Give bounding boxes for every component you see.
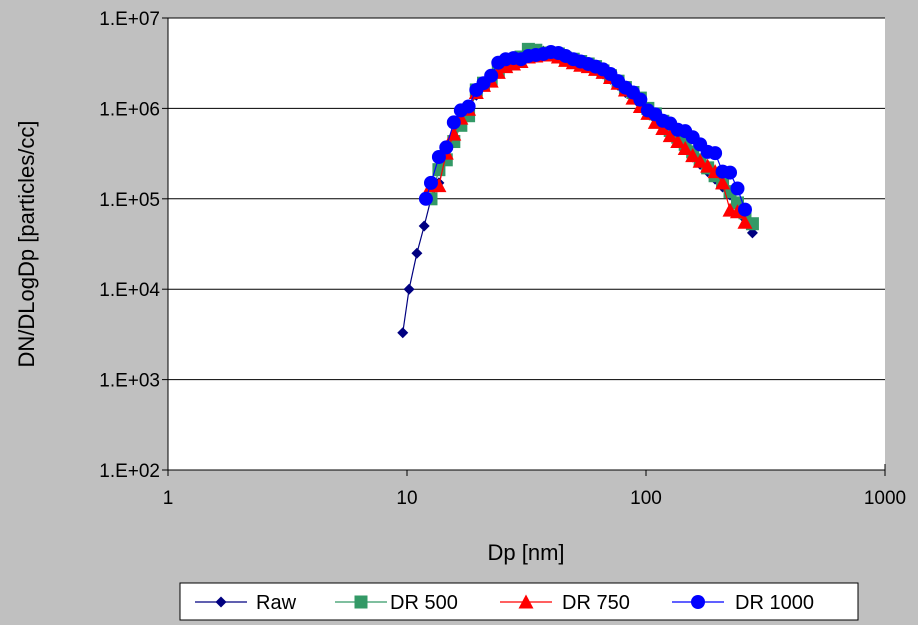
data-point	[677, 141, 693, 156]
data-point	[484, 68, 499, 83]
data-point	[708, 146, 723, 161]
data-point	[662, 128, 678, 143]
plot-area	[168, 18, 885, 470]
data-point	[700, 158, 716, 173]
data-point	[715, 175, 731, 190]
legend-marker	[354, 595, 368, 609]
legend-marker	[215, 596, 227, 608]
data-point	[633, 92, 648, 107]
y-tick-label: 1.E+03	[99, 371, 160, 392]
legend-item: DR 500	[335, 592, 458, 614]
data-point	[431, 178, 447, 193]
legend-label: DR 1000	[735, 592, 814, 614]
legend-marker	[691, 595, 705, 609]
y-tick-label: 1.E+07	[99, 9, 160, 30]
legend-label: Raw	[256, 592, 297, 614]
data-point	[403, 283, 415, 295]
data-point	[461, 99, 476, 114]
y-tick-label: 1.E+05	[99, 190, 160, 211]
series-dr-1000	[418, 45, 752, 217]
legend-marker	[518, 594, 534, 609]
y-tick-label: 1.E+02	[99, 461, 160, 482]
data-point	[418, 191, 433, 206]
axes	[162, 17, 886, 476]
data-point	[655, 120, 671, 135]
data-point	[397, 327, 409, 339]
data-point	[685, 148, 701, 163]
legend-item: DR 750	[500, 592, 630, 614]
y-tick-labels: 1.E+02 1.E+03 1.E+04 1.E+05 1.E+06 1.E+07	[99, 9, 160, 482]
data-point	[418, 220, 430, 232]
data-point	[423, 175, 438, 190]
y-axis-title: DN/DLogDp [particles/cc]	[14, 121, 39, 368]
data-point	[446, 115, 461, 130]
legend-item: DR 1000	[672, 592, 814, 614]
x-tick-label: 100	[630, 488, 662, 509]
data-point	[411, 247, 423, 259]
y-tick-label: 1.E+06	[99, 99, 160, 120]
x-tick-label: 1000	[864, 488, 906, 509]
legend-label: DR 750	[562, 592, 630, 614]
legend: Raw DR 500 DR 750 DR 1000	[179, 582, 859, 621]
x-tick-labels: 1 10 100 1000	[163, 488, 906, 509]
data-point	[670, 134, 686, 149]
data-point	[723, 165, 738, 180]
series-layer	[397, 42, 759, 339]
legend-item: Raw	[195, 592, 297, 614]
data-point	[692, 153, 708, 168]
data-point	[439, 140, 454, 155]
data-point	[737, 202, 752, 217]
gridlines	[168, 17, 885, 381]
x-tick-label: 1	[163, 488, 174, 509]
data-point	[730, 181, 745, 196]
data-point	[737, 214, 753, 229]
legend-label: DR 500	[390, 592, 458, 614]
x-tick-label: 10	[396, 488, 417, 509]
x-axis-title: Dp [nm]	[487, 540, 564, 565]
y-tick-label: 1.E+04	[99, 280, 160, 301]
data-point	[446, 126, 462, 141]
data-point	[431, 149, 446, 164]
